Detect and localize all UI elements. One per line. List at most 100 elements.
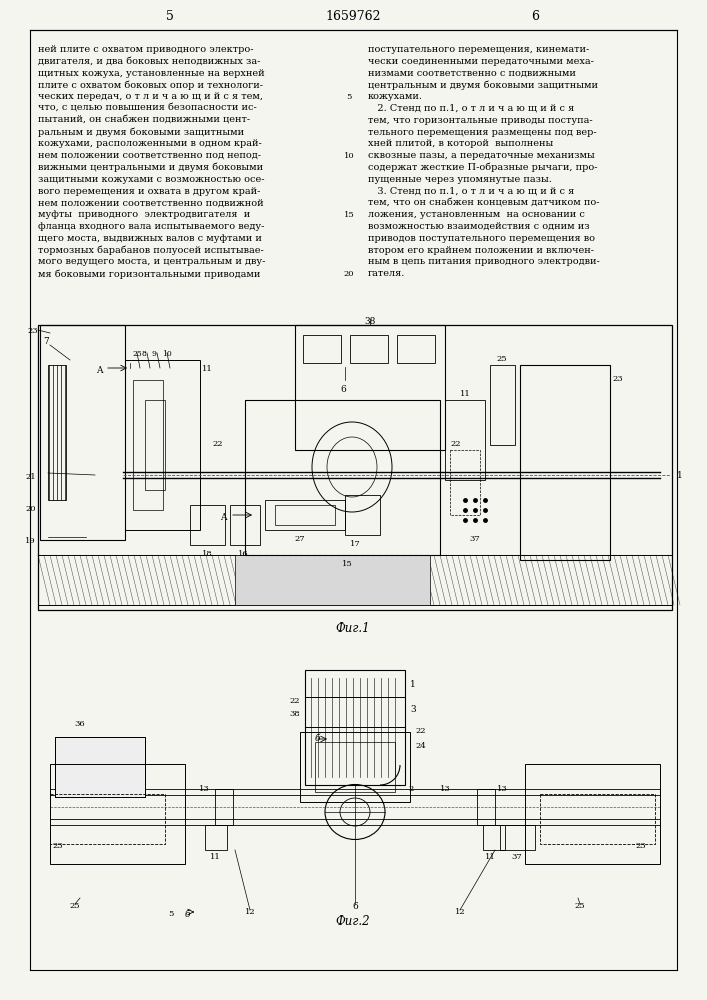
Text: щего моста, выдвижных валов с муфтами и: щего моста, выдвижных валов с муфтами и — [38, 234, 262, 243]
Bar — [315, 742, 395, 792]
Text: 6: 6 — [352, 902, 358, 911]
Text: 18: 18 — [201, 550, 212, 558]
Text: 5: 5 — [169, 910, 174, 918]
Text: защитными кожухами с возможностью осе-: защитными кожухами с возможностью осе- — [38, 175, 264, 184]
Bar — [540, 794, 655, 844]
Text: 25: 25 — [575, 902, 585, 910]
Text: 24: 24 — [415, 742, 426, 750]
Text: ным в цепь питания приводного электродви-: ным в цепь питания приводного электродви… — [368, 257, 600, 266]
Bar — [40, 325, 125, 540]
Text: 25: 25 — [497, 355, 508, 363]
Text: кожухами, расположенными в одном край-: кожухами, расположенными в одном край- — [38, 139, 262, 148]
Text: мя боковыми горизонтальными приводами: мя боковыми горизонтальными приводами — [38, 269, 260, 279]
Text: гателя.: гателя. — [368, 269, 405, 278]
Bar — [445, 400, 485, 480]
Text: пущенные через упомянутые пазы.: пущенные через упомянутые пазы. — [368, 175, 552, 184]
Text: 7: 7 — [43, 337, 49, 346]
Text: 15: 15 — [344, 211, 354, 219]
Text: Фиг.1: Фиг.1 — [336, 622, 370, 635]
Text: вого перемещения и охвата в другом край-: вого перемещения и охвата в другом край- — [38, 187, 260, 196]
Bar — [305, 670, 405, 785]
Bar — [38, 555, 672, 605]
Text: чески соединенными передаточными меха-: чески соединенными передаточными меха- — [368, 57, 594, 66]
Bar — [500, 825, 535, 850]
Bar — [520, 365, 610, 560]
Text: нем положении соответственно подвижной: нем положении соответственно подвижной — [38, 198, 264, 207]
Bar — [50, 764, 185, 864]
Text: A: A — [221, 513, 227, 522]
Text: 23: 23 — [52, 842, 63, 850]
Bar — [190, 505, 225, 545]
Text: 21: 21 — [25, 473, 36, 481]
Text: 11: 11 — [460, 390, 470, 398]
Text: пытаний, он снабжен подвижными цент-: пытаний, он снабжен подвижными цент- — [38, 116, 250, 125]
Text: 3. Стенд по п.1, о т л и ч а ю щ и й с я: 3. Стенд по п.1, о т л и ч а ю щ и й с я — [368, 187, 574, 196]
Text: 11: 11 — [485, 853, 496, 861]
Text: двигателя, и два боковых неподвижных за-: двигателя, и два боковых неподвижных за- — [38, 57, 260, 66]
Bar — [230, 505, 260, 545]
Bar — [305, 697, 405, 727]
Text: мого ведущего моста, и центральным и дву-: мого ведущего моста, и центральным и дву… — [38, 257, 265, 266]
Text: 12: 12 — [245, 908, 255, 916]
Bar — [50, 819, 660, 825]
Text: 20: 20 — [344, 270, 354, 278]
Text: поступательного перемещения, кинемати-: поступательного перемещения, кинемати- — [368, 45, 589, 54]
Text: нем положении соответственно под непод-: нем положении соответственно под непод- — [38, 151, 261, 160]
Text: тельного перемещения размещены под вер-: тельного перемещения размещены под вер- — [368, 128, 597, 137]
Text: центральным и двумя боковыми защитными: центральным и двумя боковыми защитными — [368, 80, 598, 90]
Text: 3: 3 — [410, 705, 416, 714]
Text: щитных кожуха, установленные на верхней: щитных кожуха, установленные на верхней — [38, 69, 264, 78]
Text: 22: 22 — [213, 440, 223, 448]
Text: 13: 13 — [497, 785, 508, 793]
Text: 6: 6 — [340, 385, 346, 394]
Text: 27: 27 — [295, 535, 305, 543]
Text: 13: 13 — [199, 785, 210, 793]
Text: 5: 5 — [346, 93, 351, 101]
Text: 23: 23 — [612, 375, 623, 383]
Bar — [205, 825, 227, 850]
Text: вижными центральными и двумя боковыми: вижными центральными и двумя боковыми — [38, 163, 263, 172]
Text: 20: 20 — [25, 505, 36, 513]
Text: б: б — [315, 734, 320, 743]
Text: 38: 38 — [364, 317, 375, 326]
Text: 36: 36 — [75, 720, 86, 728]
Bar — [133, 380, 163, 510]
Text: содержат жесткие П-образные рычаги, про-: содержат жесткие П-образные рычаги, про- — [368, 163, 597, 172]
Bar — [300, 732, 410, 802]
Bar — [50, 789, 660, 795]
Text: 37: 37 — [512, 853, 522, 861]
Text: кожухами.: кожухами. — [368, 92, 423, 101]
Text: тем, что он снабжен концевым датчиком по-: тем, что он снабжен концевым датчиком по… — [368, 198, 600, 207]
Bar — [345, 495, 380, 535]
Bar — [48, 365, 66, 500]
Text: 10: 10 — [344, 152, 354, 160]
Text: 23: 23 — [28, 327, 38, 335]
Text: 22: 22 — [450, 440, 460, 448]
Text: 17: 17 — [350, 540, 361, 548]
Bar — [145, 400, 165, 490]
Text: 38: 38 — [289, 710, 300, 718]
Text: фланца входного вала испытываемого веду-: фланца входного вала испытываемого веду- — [38, 222, 264, 231]
Text: ней плите с охватом приводного электро-: ней плите с охватом приводного электро- — [38, 45, 254, 54]
Bar — [55, 737, 145, 797]
Text: возможностью взаимодействия с одним из: возможностью взаимодействия с одним из — [368, 222, 590, 231]
Bar — [295, 325, 445, 450]
Bar — [125, 360, 200, 530]
Text: ложения, установленным  на основании с: ложения, установленным на основании с — [368, 210, 585, 219]
Text: б: б — [185, 910, 190, 919]
Text: ральным и двумя боковыми защитными: ральным и двумя боковыми защитными — [38, 128, 244, 137]
Text: 13: 13 — [440, 785, 451, 793]
Text: 11: 11 — [209, 853, 221, 861]
Text: муфты  приводного  электродвигателя  и: муфты приводного электродвигателя и — [38, 210, 250, 219]
Bar — [397, 335, 435, 363]
Text: тормозных барабанов полуосей испытывае-: тормозных барабанов полуосей испытывае- — [38, 246, 264, 255]
Bar — [275, 505, 335, 525]
Text: 25: 25 — [70, 902, 81, 910]
Text: 22: 22 — [289, 697, 300, 705]
Text: что, с целью повышения безопасности ис-: что, с целью повышения безопасности ис- — [38, 104, 257, 113]
Text: ческих передач, о т л и ч а ю щ и й с я тем,: ческих передач, о т л и ч а ю щ и й с я … — [38, 92, 263, 101]
Text: приводов поступательного перемещения во: приводов поступательного перемещения во — [368, 234, 595, 243]
Bar — [55, 737, 145, 797]
Text: Фиг.2: Фиг.2 — [336, 915, 370, 928]
Text: 10: 10 — [162, 350, 172, 358]
